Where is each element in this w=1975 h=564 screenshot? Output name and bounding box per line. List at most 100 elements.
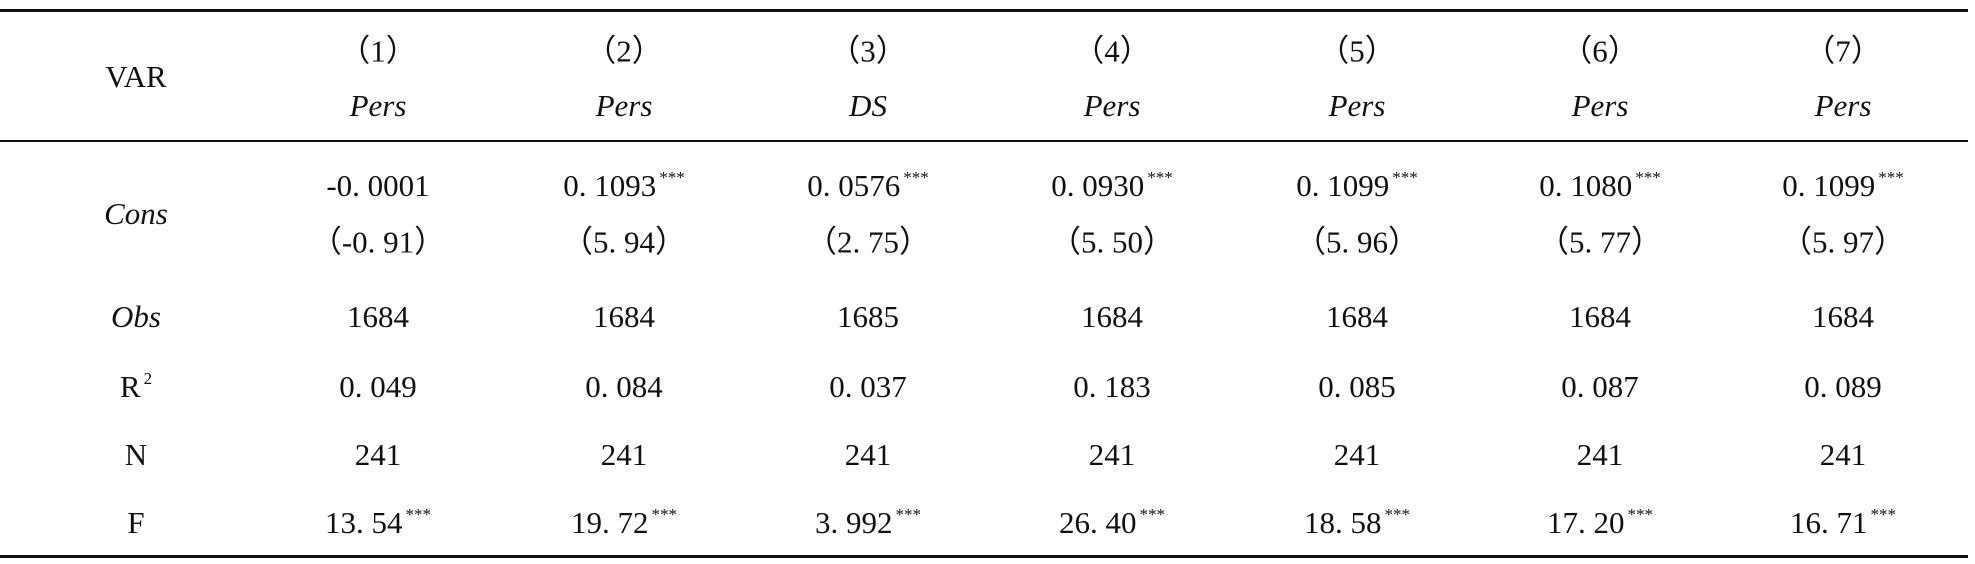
cell-value: 1684 xyxy=(347,299,409,334)
cell: 0. 0576 *** xyxy=(807,168,929,204)
top-rule xyxy=(0,9,1968,12)
cell: 3. 992 *** xyxy=(815,505,921,541)
column-number: （7） xyxy=(1804,33,1882,69)
cell-value: 0. 089 xyxy=(1804,369,1882,404)
bottom-rule xyxy=(0,555,1968,558)
cell: 1684 xyxy=(593,299,655,335)
t-statistic: （5. 50） xyxy=(1050,224,1174,260)
row-label: F xyxy=(127,505,144,541)
cell-value: 0. 087 xyxy=(1561,369,1639,404)
cell-value: 18. 58 xyxy=(1304,505,1382,540)
cell-value: 0. 183 xyxy=(1073,369,1151,404)
cell-value: 0. 0930 xyxy=(1051,168,1145,203)
cell-value: 241 xyxy=(1333,437,1381,472)
header-rule xyxy=(0,140,1968,142)
t-statistic: （5. 96） xyxy=(1295,224,1419,260)
column-number: （3） xyxy=(829,33,907,69)
cell-value: -0. 0001 xyxy=(326,168,430,203)
cell: 0. 183 xyxy=(1073,369,1151,405)
cell-value: 1684 xyxy=(1326,299,1388,334)
cell: 0. 1099 *** xyxy=(1782,168,1904,204)
cell: -0. 0001 xyxy=(326,168,429,204)
cell: 1684 xyxy=(1812,299,1874,335)
column-number: （4） xyxy=(1073,33,1151,69)
dependent-variable: Pers xyxy=(1571,88,1629,123)
cell-value: 26. 40 xyxy=(1059,505,1137,540)
cell: 0. 087 xyxy=(1561,369,1639,405)
cell: 0. 1099 *** xyxy=(1296,168,1418,204)
cell: 241 xyxy=(601,437,648,473)
significance-stars: *** xyxy=(1147,168,1173,187)
cell-value: 0. 085 xyxy=(1318,369,1396,404)
column-number: （5） xyxy=(1318,33,1396,69)
cell: 241 xyxy=(1820,437,1867,473)
cell-value: 241 xyxy=(1819,437,1867,472)
cell: 1684 xyxy=(1569,299,1631,335)
significance-stars: *** xyxy=(1392,168,1418,187)
column-number: （6） xyxy=(1561,33,1639,69)
row-label-text: Cons xyxy=(104,196,168,231)
significance-stars: *** xyxy=(903,168,929,187)
cell: 241 xyxy=(1089,437,1136,473)
cell: 0. 0930 *** xyxy=(1051,168,1173,204)
cell-value: 16. 71 xyxy=(1790,505,1868,540)
row-label-text: N xyxy=(124,437,148,472)
significance-stars: *** xyxy=(659,168,685,187)
cell-value: 1685 xyxy=(837,299,899,334)
cell-value: 1684 xyxy=(1081,299,1143,334)
cell-value: 241 xyxy=(844,437,892,472)
cell: 241 xyxy=(1577,437,1624,473)
dependent-variable: Pers xyxy=(595,88,653,123)
column-number: （1） xyxy=(339,33,417,69)
cell-value: 3. 992 xyxy=(815,505,893,540)
row-label-text: R xyxy=(119,369,141,404)
cell-value: 13. 54 xyxy=(325,505,403,540)
cell: 241 xyxy=(355,437,402,473)
significance-stars: *** xyxy=(1139,505,1166,524)
cell: 241 xyxy=(845,437,892,473)
cell-value: 241 xyxy=(354,437,402,472)
cell-value: 241 xyxy=(600,437,648,472)
cell-value: 0. 084 xyxy=(585,369,663,404)
column-number: （2） xyxy=(585,33,663,69)
dependent-variable: Pers xyxy=(349,88,407,123)
cell: 1684 xyxy=(1326,299,1388,335)
row-label: Obs xyxy=(111,299,161,335)
cell: 13. 54 *** xyxy=(325,505,431,541)
cell: 19. 72 *** xyxy=(571,505,677,541)
cell: 0. 084 xyxy=(585,369,663,405)
significance-stars: *** xyxy=(1878,168,1904,187)
t-statistic: （5. 97） xyxy=(1781,224,1905,260)
significance-stars: *** xyxy=(405,505,432,524)
row-label-text: F xyxy=(127,505,145,540)
t-statistic: （2. 75） xyxy=(806,224,930,260)
cell: 0. 1080 *** xyxy=(1539,168,1661,204)
t-statistic: （5. 94） xyxy=(562,224,686,260)
significance-stars: *** xyxy=(1870,505,1897,524)
significance-stars: *** xyxy=(1384,505,1411,524)
cell: 16. 71 *** xyxy=(1790,505,1896,541)
cell: 17. 20 *** xyxy=(1547,505,1653,541)
dependent-variable: DS xyxy=(849,88,887,123)
significance-stars: *** xyxy=(651,505,678,524)
cell-value: 19. 72 xyxy=(571,505,649,540)
cell-value: 0. 1099 xyxy=(1296,168,1390,203)
cell: 18. 58 *** xyxy=(1304,505,1410,541)
cell-value: 17. 20 xyxy=(1547,505,1625,540)
cell: 1685 xyxy=(837,299,899,335)
cell: 1684 xyxy=(347,299,409,335)
cell-value: 1684 xyxy=(1569,299,1631,334)
cell-value: 0. 1093 xyxy=(563,168,657,203)
significance-stars: *** xyxy=(895,505,922,524)
cell-value: 0. 0576 xyxy=(807,168,901,203)
row-label: Cons xyxy=(104,196,168,232)
dependent-variable: Pers xyxy=(1814,88,1872,123)
cell-value: 1684 xyxy=(1812,299,1874,334)
cell: 26. 40 *** xyxy=(1059,505,1165,541)
cell-value: 241 xyxy=(1088,437,1136,472)
significance-stars: *** xyxy=(1627,505,1654,524)
t-statistic: （5. 77） xyxy=(1538,224,1662,260)
dependent-variable: Pers xyxy=(1328,88,1386,123)
